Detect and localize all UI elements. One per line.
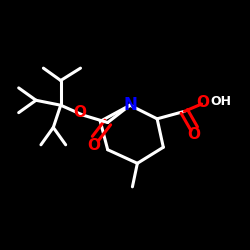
Text: OH: OH: [210, 95, 231, 108]
Text: N: N: [123, 96, 137, 114]
Text: O: O: [188, 128, 201, 142]
Text: O: O: [88, 138, 101, 153]
Text: O: O: [73, 105, 86, 120]
Text: O: O: [196, 94, 209, 110]
